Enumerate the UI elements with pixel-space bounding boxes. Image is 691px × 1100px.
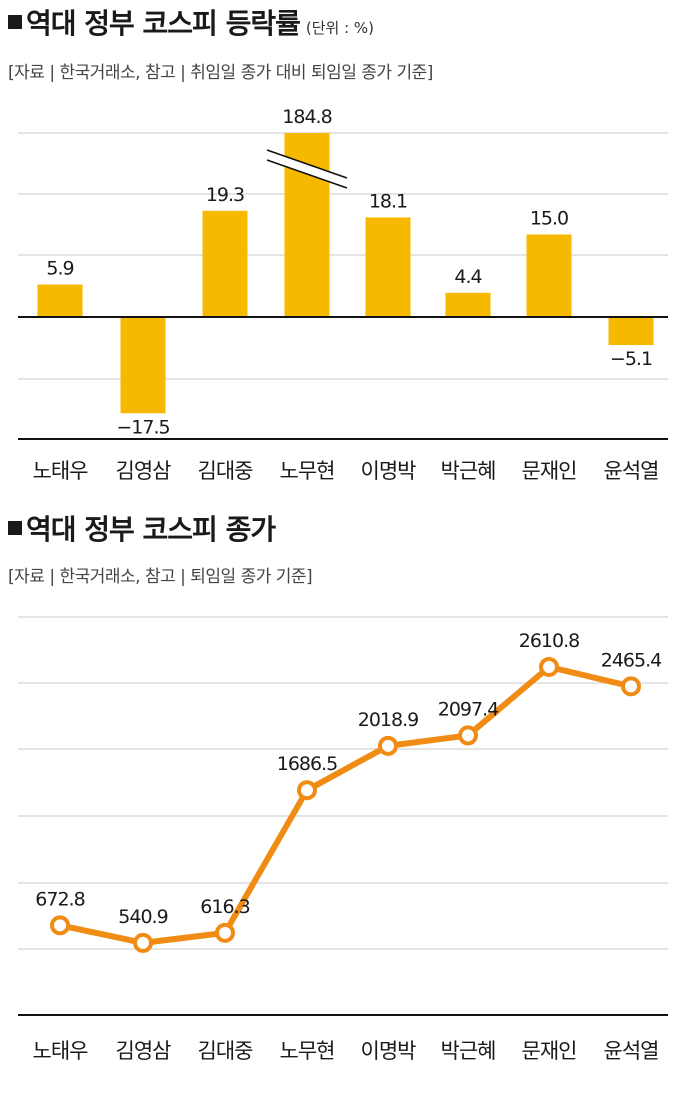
data-label: 1686.5 bbox=[277, 753, 337, 775]
x-tick-label: 윤석열 bbox=[604, 459, 659, 483]
line-chart-source: [자료 | 한국거래소, 참고 | 퇴임일 종가 기준] bbox=[8, 567, 313, 587]
x-tick-label: 박근혜 bbox=[441, 459, 496, 483]
data-label: 18.1 bbox=[369, 190, 407, 212]
data-label: −17.5 bbox=[116, 416, 169, 438]
axis-break-line bbox=[266, 149, 348, 179]
data-label: 540.9 bbox=[118, 906, 167, 928]
bar bbox=[37, 284, 83, 317]
axis-break-gap bbox=[267, 150, 347, 188]
data-label: 5.9 bbox=[46, 258, 73, 280]
data-point bbox=[215, 922, 235, 943]
data-point bbox=[133, 932, 153, 953]
bar-chart-title: 역대 정부 코스피 등락률 (단위 : %) bbox=[8, 2, 374, 42]
data-point bbox=[297, 780, 317, 801]
data-point bbox=[50, 915, 70, 936]
data-label: 2610.8 bbox=[519, 630, 579, 652]
bar-chart-source: [자료 | 한국거래소, 참고 | 취임일 종가 대비 퇴임일 종가 기준] bbox=[8, 63, 433, 83]
bar bbox=[608, 317, 654, 346]
data-label: 2465.4 bbox=[601, 649, 662, 671]
title-square-icon bbox=[8, 15, 22, 29]
data-label: 616.3 bbox=[200, 896, 249, 918]
x-tick-label: 김영삼 bbox=[116, 459, 172, 483]
x-tick-label: 문재인 bbox=[522, 459, 577, 483]
axis-break-line bbox=[266, 159, 348, 189]
data-label: 15.0 bbox=[530, 208, 568, 230]
data-point bbox=[539, 656, 559, 677]
x-tick-label: 노무현 bbox=[280, 1039, 335, 1063]
x-tick-label: 이명박 bbox=[361, 459, 417, 483]
data-label: 19.3 bbox=[206, 184, 244, 206]
data-label: 2018.9 bbox=[358, 709, 418, 731]
bar bbox=[445, 292, 491, 317]
x-tick-label: 문재인 bbox=[522, 1039, 577, 1063]
x-tick-label: 김대중 bbox=[198, 1039, 254, 1063]
x-tick-label: 김대중 bbox=[198, 459, 254, 483]
bar bbox=[120, 317, 166, 414]
data-label: 184.8 bbox=[282, 106, 331, 128]
bar-chart: 5.9 노태우 −17.5 김영삼 19.3 김대중 184.8 노무현 18.1 이명박 4.4 박… bbox=[18, 106, 668, 483]
bar-chart-unit: (단위 : %) bbox=[305, 19, 375, 37]
x-tick-label: 노무현 bbox=[280, 459, 335, 483]
x-tick-label: 김영삼 bbox=[116, 1039, 172, 1063]
x-tick-label: 노태우 bbox=[33, 459, 89, 483]
series-line bbox=[57, 663, 634, 946]
x-tick-label: 노태우 bbox=[33, 1039, 89, 1063]
bar bbox=[526, 234, 572, 317]
data-point bbox=[621, 676, 641, 697]
title-square-icon bbox=[8, 521, 22, 535]
x-tick-label: 윤석열 bbox=[604, 1039, 659, 1063]
data-label: 672.8 bbox=[35, 888, 84, 910]
x-tick-label: 이명박 bbox=[361, 1039, 417, 1063]
data-point bbox=[458, 725, 478, 746]
data-label: 4.4 bbox=[454, 266, 482, 288]
x-tick-label: 박근혜 bbox=[441, 1039, 496, 1063]
data-label: 2097.4 bbox=[438, 698, 499, 720]
line-chart-title: 역대 정부 코스피 종가 bbox=[8, 508, 276, 548]
data-point bbox=[378, 735, 398, 756]
bar bbox=[202, 210, 248, 317]
bar bbox=[365, 217, 411, 317]
data-label: −5.1 bbox=[610, 348, 652, 370]
